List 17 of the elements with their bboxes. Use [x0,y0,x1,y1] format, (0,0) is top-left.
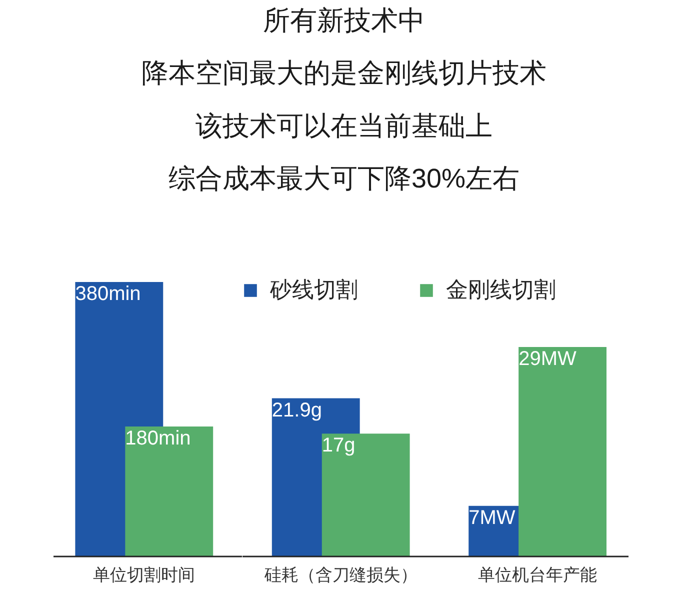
legend-label: 金刚线切割 [446,276,556,304]
x-tick-label: 单位机台年产能 [478,566,598,584]
bar [322,434,410,556]
data-label: 7MW [468,506,516,529]
data-label: 21.9g [272,399,322,422]
data-label: 380min [75,282,141,305]
bar [518,346,606,556]
text: 该技术可以在当前基础上 [196,110,492,141]
x-tick-label: 单位切割时间 [93,566,196,584]
chart-title: 所有新技术中 [263,6,425,36]
data-label: 17g [322,434,356,457]
text: 综合成本最大可下降30%左右 [168,164,520,194]
chart-subtitle: 降本空间最大的是金刚线切片技术 [142,58,546,88]
legend-label: 砂线切割 [270,276,358,304]
data-label: 180min [125,427,191,450]
data-label: 29MW [518,348,576,370]
x-tick-label: 硅耗（含刀缝损失） [263,566,418,584]
